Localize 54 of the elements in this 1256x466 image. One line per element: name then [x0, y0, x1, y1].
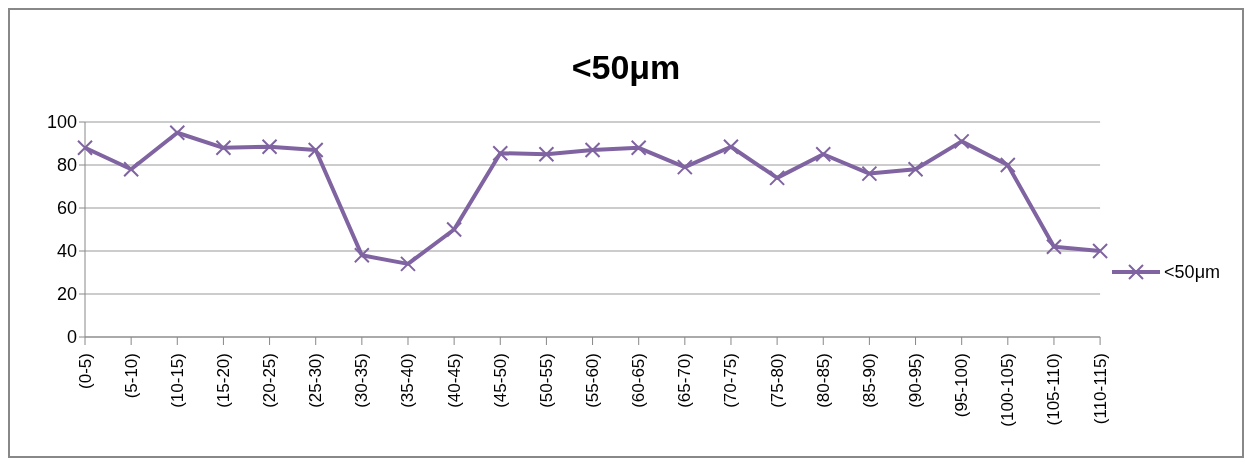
x-tick-label: (25-30) [306, 353, 326, 408]
x-tick-label: (40-45) [444, 353, 464, 408]
x-tick-label: (10-15) [167, 353, 187, 408]
point [446, 221, 463, 238]
point [353, 247, 370, 264]
point [169, 124, 186, 141]
x-tick-label: (5-10) [121, 353, 141, 399]
legend-label: <50μm [1164, 261, 1220, 283]
point [538, 146, 555, 163]
point [722, 138, 739, 155]
x-tick-label: (75-80) [767, 353, 787, 408]
x-tick-label: (105-110) [1044, 353, 1064, 426]
x-tick-label: (15-20) [213, 353, 233, 408]
x-tick-label: (90-95) [906, 353, 926, 408]
point [861, 165, 878, 182]
point [769, 169, 786, 186]
y-tick-label: 40 [56, 241, 77, 262]
x-tick-label: (80-85) [813, 353, 833, 408]
x-tick-label: (110-115) [1090, 353, 1110, 425]
x-tick-label: (60-65) [629, 353, 649, 408]
point [399, 255, 416, 272]
point [307, 141, 324, 158]
chart-title: <50μm [570, 48, 682, 88]
x-tick-label: (70-75) [721, 353, 741, 408]
x-tick-label: (50-55) [536, 353, 556, 408]
x-tick-label: (95-100) [952, 353, 972, 418]
point [676, 159, 693, 176]
x-tick-label: (65-70) [675, 353, 695, 408]
point [907, 161, 924, 178]
point [215, 139, 232, 156]
point [492, 145, 509, 162]
y-tick-label: 60 [56, 198, 77, 219]
x-tick-label: (55-60) [583, 353, 603, 408]
point [999, 157, 1016, 173]
x-tick-label: (35-40) [398, 353, 418, 408]
point [261, 138, 278, 155]
point [1045, 238, 1062, 255]
x-tick-label: (85-90) [859, 353, 879, 408]
x-tick-label: (45-50) [490, 353, 510, 408]
point [953, 133, 970, 150]
point [630, 139, 647, 156]
x-tick-label: (20-25) [260, 353, 280, 408]
point [815, 146, 832, 163]
y-tick-label: 0 [66, 327, 77, 348]
point [1092, 243, 1109, 259]
y-tick-label: 80 [56, 155, 77, 176]
x-tick-label: (100-105) [998, 353, 1018, 427]
point [123, 161, 140, 178]
x-tick-label: (0-5) [75, 353, 95, 389]
y-tick-label: 100 [46, 112, 77, 133]
y-tick-label: 20 [56, 284, 77, 305]
point [584, 141, 601, 158]
x-tick-label: (30-35) [352, 353, 372, 408]
point [77, 139, 93, 156]
